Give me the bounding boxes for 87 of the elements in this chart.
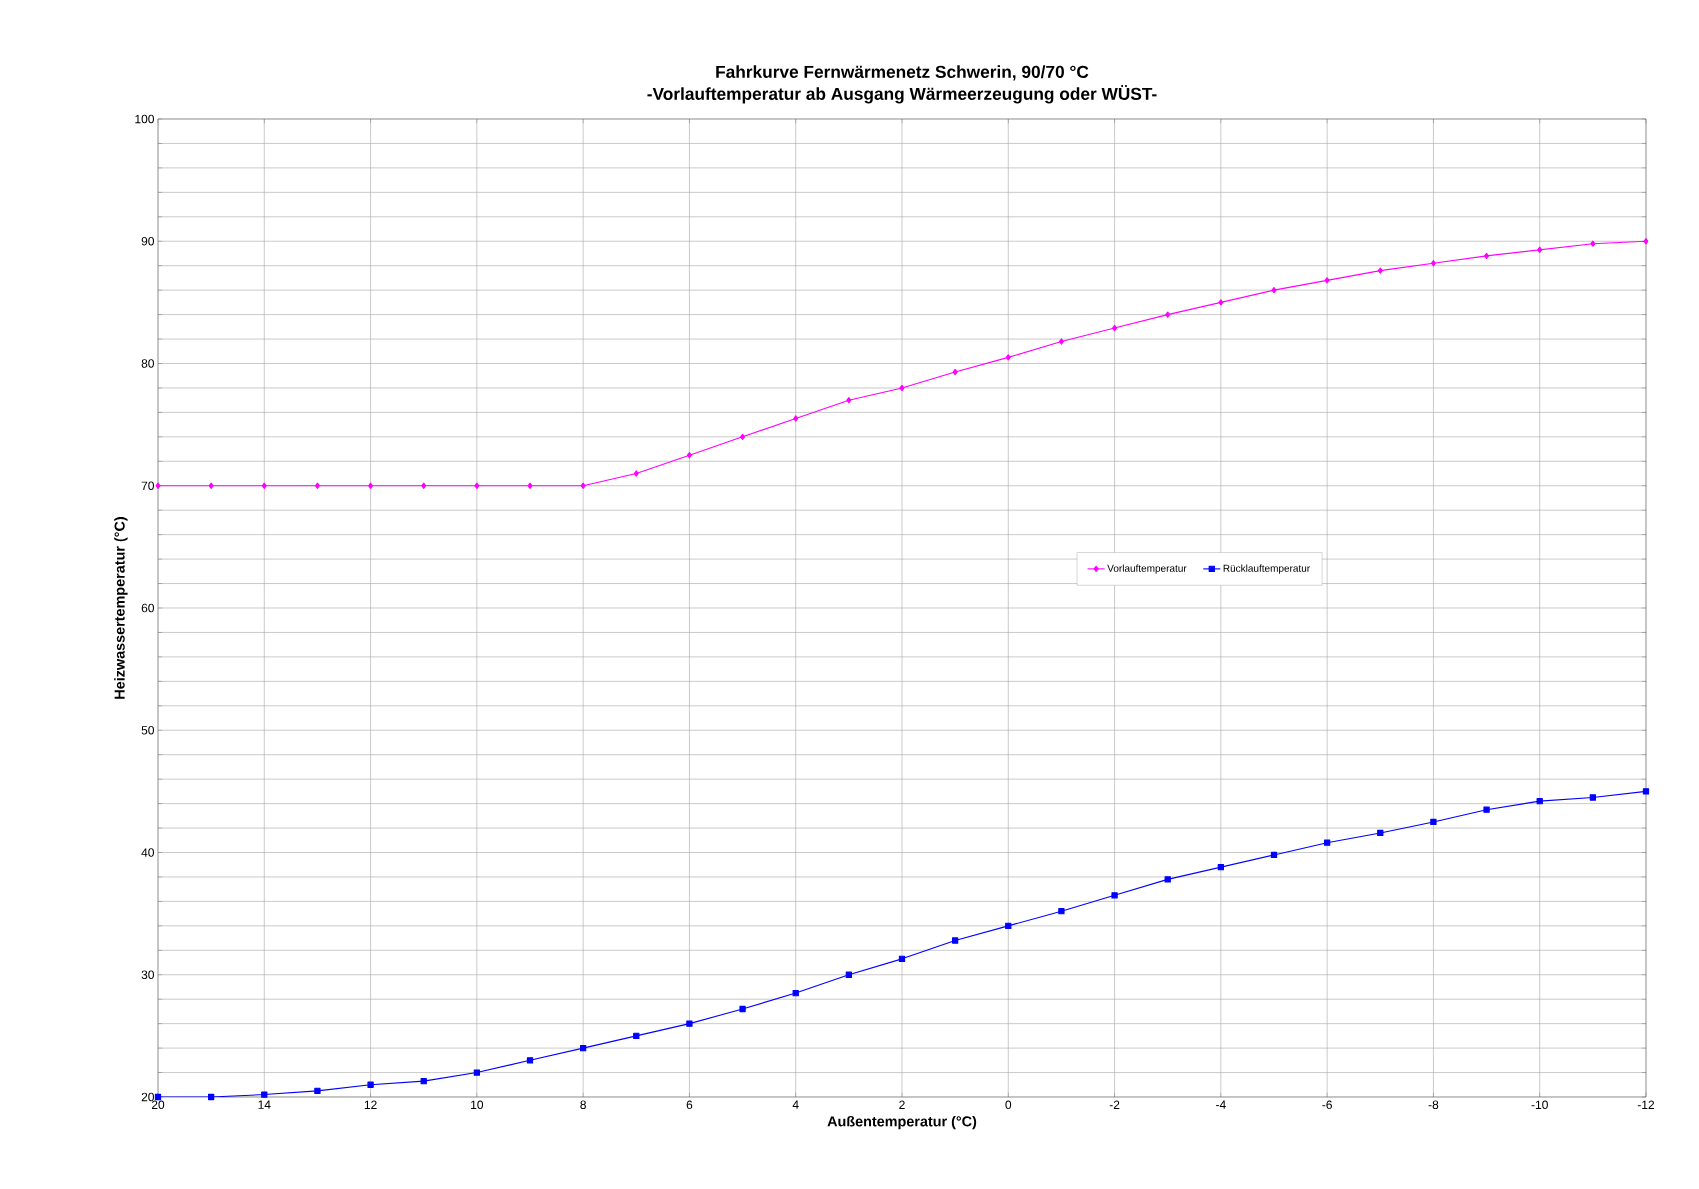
y-tick-label: 20 [141, 1092, 155, 1102]
point [473, 1069, 481, 1076]
point [367, 1081, 374, 1088]
point [527, 482, 533, 489]
point [580, 482, 586, 489]
point [633, 470, 639, 477]
point [1377, 267, 1383, 274]
x-tick-label: 4 [792, 1100, 799, 1109]
x-tick-label: 6 [686, 1100, 693, 1110]
point [1058, 338, 1064, 345]
x-tick-label: 2 [899, 1100, 905, 1109]
point [846, 397, 852, 404]
y-tick-label: 70 [141, 481, 155, 490]
point [208, 1093, 215, 1101]
point [1270, 851, 1278, 859]
x-tick-label: -12 [1637, 1100, 1655, 1109]
x-tick-label: 14 [258, 1100, 271, 1109]
point [1642, 788, 1650, 795]
point [1323, 839, 1331, 846]
point [793, 415, 799, 422]
point [686, 1020, 693, 1027]
point [420, 1077, 427, 1085]
point [421, 482, 427, 489]
point [155, 482, 161, 489]
point [633, 1032, 640, 1040]
point [1164, 876, 1171, 883]
point [474, 482, 480, 489]
point [208, 482, 214, 489]
x-tick-label: -8 [1428, 1100, 1439, 1110]
y-tick-label: 80 [141, 359, 155, 368]
point [579, 1044, 587, 1052]
point [899, 384, 905, 392]
chart-subtitle: -Vorlauftemperatur ab Ausgang Wärmeerzeugung oder WÜST- [647, 85, 1157, 104]
y-tick-label: 100 [135, 114, 154, 124]
point [1005, 922, 1012, 929]
x-tick-label: -4 [1216, 1100, 1226, 1109]
point [686, 452, 692, 459]
x-tick-label: 12 [364, 1100, 377, 1109]
point [845, 971, 853, 978]
point [1165, 311, 1171, 318]
point [261, 1091, 268, 1098]
y-axis-title: Heizwassertemperatur (°C) [114, 517, 128, 699]
point [792, 989, 799, 997]
y-tick-label: 30 [141, 970, 155, 979]
point [1537, 246, 1543, 253]
legend-label: Vorlauftemperatur [1107, 564, 1187, 574]
point [1430, 818, 1437, 826]
chart-title: Fahrkurve Fernwärmenetz Schwerin, 90/70 °C [716, 65, 1089, 81]
x-axis-title: Außentemperatur (°C) [827, 1115, 977, 1130]
point [1324, 277, 1330, 284]
point [1058, 908, 1065, 915]
point [314, 482, 320, 489]
y-tick-label: 60 [141, 603, 155, 613]
x-tick-label: -10 [1531, 1100, 1548, 1110]
point [1005, 354, 1011, 361]
point [739, 1005, 746, 1013]
point [526, 1057, 534, 1064]
point [1643, 238, 1649, 245]
point [1589, 794, 1596, 801]
point [261, 482, 267, 489]
point [1271, 287, 1277, 294]
point [368, 482, 374, 489]
point [898, 955, 906, 963]
x-tick-label: -2 [1109, 1100, 1120, 1109]
point [1377, 829, 1384, 837]
point [1111, 892, 1118, 899]
x-tick-label: 0 [1005, 1100, 1012, 1110]
y-tick-label: 50 [141, 726, 155, 735]
y-tick-label: 40 [141, 848, 155, 857]
point [314, 1087, 321, 1095]
point [1484, 252, 1490, 260]
point [740, 433, 746, 440]
point [1217, 864, 1224, 871]
point [952, 368, 958, 376]
y-tick-label: 90 [141, 237, 155, 246]
point [1483, 806, 1490, 813]
point [1218, 299, 1224, 306]
point [951, 937, 959, 944]
point [1590, 240, 1596, 247]
x-tick-label: 20 [151, 1100, 165, 1110]
x-tick-label: 8 [580, 1100, 586, 1110]
point [1112, 324, 1118, 332]
x-tick-label: -6 [1322, 1100, 1332, 1110]
legend-label: Rücklauftemperatur [1223, 564, 1310, 574]
point [1430, 260, 1436, 267]
point [1536, 798, 1543, 805]
x-tick-label: 10 [471, 1100, 484, 1110]
